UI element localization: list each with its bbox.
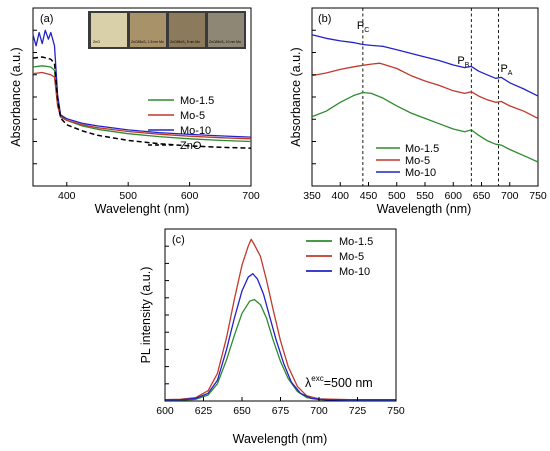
panel-a-series-mo-5 (32, 71, 252, 140)
panel-c-series-mo-5 (164, 238, 396, 401)
panel-c-series-mo-10 (164, 273, 396, 401)
panel-b-legend: Mo-1.5 Mo-5 Mo-10 (376, 143, 439, 179)
legend-c-label-mo-1-5: Mo-1.5 (339, 236, 373, 248)
inset-label-mo-1-5: ZnO/MoS₂ 1.5 nm Mo (131, 40, 164, 44)
panel-b-xtick-label-550: 550 (416, 190, 434, 202)
panel-c-ticks: 600 625 650 675 700 725 750 (156, 245, 405, 417)
legend-a-label-zno: ZnO (180, 140, 202, 152)
panel-c-y-axis-label: PL intensity (a.u.) (139, 267, 153, 364)
peak-label-pb: PB (457, 55, 469, 69)
inset-sample-zno (91, 13, 127, 47)
panel-b-series-mo-5 (311, 62, 539, 119)
legend-b-label-mo-5: Mo-5 (405, 155, 430, 167)
panel-b-tag: (b) (318, 13, 331, 25)
panel-c-series-mo-1-5 (165, 298, 396, 401)
excitation-sup: exc (311, 374, 323, 383)
inset-sample-mo-5 (169, 13, 205, 47)
panel-c-pl-chart: (c) 600 625 650 675 700 725 750 Mo-1.5 Mo-5 Mo… (139, 228, 405, 446)
panel-b-xtick-label-350: 350 (303, 190, 321, 202)
panel-b-absorbance-chart: (b) PC PB PA 350 400 450 500 550 600 650 700 750 M… (289, 7, 547, 216)
panel-b-ticks: 350 400 450 500 550 600 650 700 750 (303, 29, 547, 202)
panel-a-tag: (a) (40, 13, 53, 25)
legend-c-label-mo-10: Mo-10 (339, 266, 370, 278)
panel-c-xtick-label-700: 700 (310, 405, 328, 417)
panel-b-xtick-label-500: 500 (388, 190, 406, 202)
panel-a-series-mo-1-5 (32, 65, 252, 143)
panel-b-series-mo-1-5 (311, 91, 539, 163)
panel-b-xtick-label-650: 650 (473, 190, 491, 202)
legend-a-label-mo-1-5: Mo-1.5 (180, 95, 214, 107)
legend-c-label-mo-5: Mo-5 (339, 251, 364, 263)
panel-a-x-axis-label: Wavelenght (nm) (95, 202, 190, 216)
legend-b-label-mo-10: Mo-10 (405, 167, 436, 179)
panel-a-series-zno (32, 56, 252, 149)
panel-b-xtick-label-700: 700 (501, 190, 519, 202)
panel-a-series-group (32, 29, 252, 149)
panel-c-xtick-label-600: 600 (156, 405, 174, 417)
panel-a-xtick-label-600: 600 (181, 190, 199, 202)
excitation-lambda: λ (305, 376, 312, 390)
panel-c-tag: (c) (172, 234, 185, 246)
inset-label-zno: ZnO (93, 40, 100, 44)
panel-c-xtick-label-750: 750 (387, 405, 405, 417)
panel-a-xtick-label-400: 400 (58, 190, 76, 202)
legend-a-label-mo-10: Mo-10 (180, 125, 211, 137)
legend-a-label-mo-5: Mo-5 (180, 110, 205, 122)
panel-a-xtick-label-700: 700 (242, 190, 260, 202)
panel-a-absorbance-chart: (a) ZnO ZnO/MoS₂ 1.5 nm Mo ZnO/MoS₂ 5 nm… (9, 7, 260, 216)
panel-b-series-group (311, 34, 539, 163)
panel-c-series-group (164, 238, 396, 401)
panel-b-xtick-label-600: 600 (444, 190, 462, 202)
panel-a-xtick-label-500: 500 (119, 190, 137, 202)
inset-sample-mo-1-5 (130, 13, 166, 47)
panel-a-y-axis-label: Absorbance (a.u.) (9, 47, 23, 146)
panel-a-ticks: 400 500 600 700 (33, 29, 260, 202)
panel-b-y-axis-label: Absorbance (a.u.) (289, 47, 303, 146)
panel-b-series-mo-10 (311, 34, 539, 97)
panel-a-legend: Mo-1.5 Mo-5 Mo-10 ZnO (148, 95, 214, 152)
peak-label-pa: PA (500, 63, 512, 77)
panel-a-inset-photo: ZnO ZnO/MoS₂ 1.5 nm Mo ZnO/MoS₂ 5 nm Mo … (88, 11, 246, 49)
panel-b-xtick-label-750: 750 (529, 190, 547, 202)
panel-c-excitation-annotation: λexc=500 nm (305, 374, 373, 390)
panel-b-xtick-label-400: 400 (331, 190, 349, 202)
excitation-value: =500 nm (324, 376, 373, 390)
panel-b-x-axis-label: Wavelength (nm) (377, 202, 472, 216)
inset-label-mo-5: ZnO/MoS₂ 5 nm Mo (170, 40, 200, 44)
panel-c-x-axis-label: Wavelength (nm) (233, 432, 328, 446)
peak-label-pc: PC (357, 20, 369, 34)
inset-label-mo-10: ZnO/MoS₂ 10 nm Mo (209, 40, 241, 44)
panel-c-xtick-label-650: 650 (233, 405, 251, 417)
panel-c-legend: Mo-1.5 Mo-5 Mo-10 (306, 236, 373, 278)
legend-b-label-mo-1-5: Mo-1.5 (405, 143, 439, 155)
panel-b-xtick-label-450: 450 (360, 190, 378, 202)
panel-c-xtick-label-675: 675 (272, 405, 290, 417)
panel-b-peak-markers: PC PB PA (357, 8, 513, 186)
panel-c-xtick-label-625: 625 (195, 405, 213, 417)
inset-sample-mo-10 (208, 13, 244, 47)
panel-c-xtick-label-725: 725 (349, 405, 367, 417)
